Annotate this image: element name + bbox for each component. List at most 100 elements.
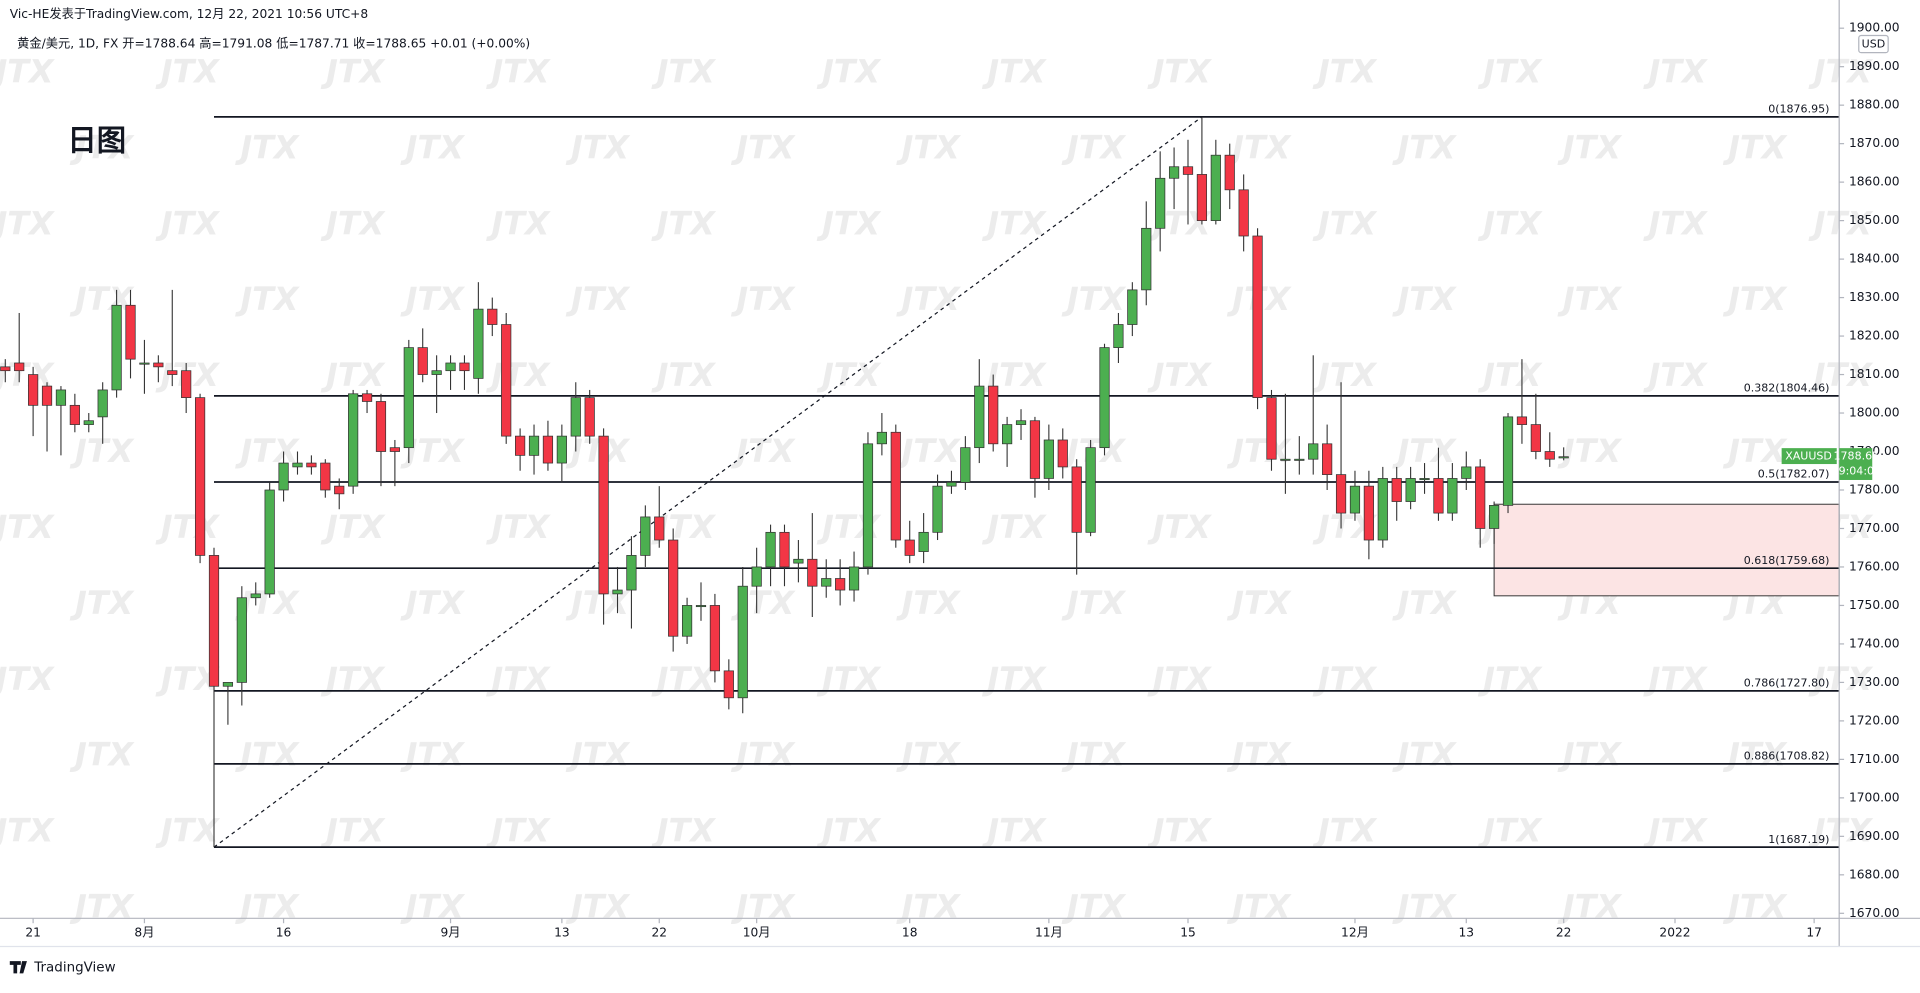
watermark: JTX (1061, 128, 1127, 166)
candle-body (668, 539, 679, 637)
watermark: JTX (651, 204, 717, 242)
candle-body (612, 589, 623, 595)
candle-body (793, 558, 804, 564)
candle-body (431, 370, 442, 375)
watermark: JTX (0, 660, 55, 698)
watermark: JTX (1722, 128, 1788, 166)
candle-body (1433, 478, 1444, 514)
y-tick-label: 1770.00 (1849, 521, 1900, 535)
x-tick-label: 11月 (1035, 926, 1063, 940)
candle-body (751, 566, 762, 587)
candle-body (1085, 447, 1096, 533)
watermark: JTX (485, 356, 551, 394)
watermark: JTX (1147, 356, 1213, 394)
x-tick-label: 13 (554, 926, 570, 940)
watermark: JTX (1722, 432, 1788, 470)
candle-body (334, 485, 345, 495)
candle-body (1127, 289, 1138, 325)
chart-title: 日图 (67, 124, 126, 158)
y-tick-label: 1860.00 (1849, 175, 1900, 189)
y-tick-label: 1760.00 (1849, 559, 1900, 573)
watermark: JTX (730, 736, 796, 774)
watermark: JTX (1643, 356, 1709, 394)
watermark: JTX (730, 128, 796, 166)
watermark: JTX (816, 812, 882, 850)
watermark: JTX (1557, 432, 1623, 470)
candle-body (55, 389, 67, 406)
candle-body (389, 447, 400, 452)
watermark: JTX (896, 584, 962, 622)
watermark: JTX (155, 812, 221, 850)
watermark: JTX (565, 736, 631, 774)
watermark: JTX (1722, 736, 1788, 774)
candle-body (848, 566, 860, 591)
watermark: JTX (565, 584, 631, 622)
x-tick-label: 15 (1180, 926, 1196, 940)
watermark: JTX (816, 356, 882, 394)
candle-body (1502, 416, 1514, 506)
candle-body (1349, 485, 1361, 514)
candle-body (306, 462, 317, 468)
candle-body (1155, 177, 1166, 229)
watermark: JTX (485, 508, 551, 546)
watermark: JTX (485, 660, 551, 698)
candle-body (1377, 478, 1388, 541)
watermark: JTX (69, 888, 135, 926)
candle-body (278, 462, 289, 491)
watermark: JTX (400, 584, 466, 622)
watermark: JTX (1643, 204, 1709, 242)
fib-label: 1(1687.19) (1768, 833, 1829, 846)
watermark: JTX (1226, 888, 1292, 926)
watermark: JTX (1808, 204, 1874, 242)
watermark: JTX (1477, 52, 1543, 90)
watermark: JTX (1557, 128, 1623, 166)
x-tick-label: 16 (276, 926, 292, 940)
plot-area: 0(1876.95) 0.382(1804.46) 0.5(1782.07) 0.61… (0, 103, 1840, 849)
watermark: JTX (1226, 736, 1292, 774)
candle-body (1489, 505, 1500, 529)
watermark: JTX (69, 128, 135, 166)
candle-body (0, 366, 11, 372)
candle-body (890, 431, 901, 541)
watermark: JTX (1722, 888, 1788, 926)
candle-body (250, 593, 261, 599)
candle-body (1252, 235, 1263, 399)
watermark: JTX (565, 888, 631, 926)
watermark: JTX (816, 660, 882, 698)
fib-label: 0.618(1759.68) (1744, 554, 1830, 567)
candle-body (1113, 324, 1124, 348)
watermark: JTX (69, 280, 135, 318)
candle-body (695, 605, 707, 608)
symbol-tag-label: XAUUSD (1785, 450, 1832, 463)
y-tick-label: 1690.00 (1849, 829, 1900, 843)
watermark: JTX (0, 204, 55, 242)
candle-body (1182, 166, 1194, 175)
watermark: JTX (234, 432, 300, 470)
candle-body (459, 362, 470, 372)
watermark: JTX (1312, 204, 1378, 242)
watermark: JTX (1061, 280, 1127, 318)
watermark: JTX (651, 812, 717, 850)
candle-body (765, 531, 776, 568)
candle-body (1363, 485, 1374, 541)
watermark: JTX (155, 204, 221, 242)
watermark: JTX (69, 736, 135, 774)
watermark: JTX (1391, 280, 1457, 318)
candle-body (1391, 478, 1402, 502)
watermark: JTX (69, 432, 135, 470)
watermark: JTX (234, 888, 300, 926)
candle-body (528, 435, 540, 456)
candle-body (932, 485, 943, 533)
candle-body (445, 362, 456, 372)
watermark: JTX (234, 736, 300, 774)
x-tick-label: 13 (1458, 926, 1474, 940)
watermark: JTX (400, 128, 466, 166)
candle-body (1238, 189, 1249, 237)
price-tag-value: 1788.65 (1834, 450, 1880, 463)
watermark: JTX (1643, 660, 1709, 698)
x-tick-label: 8月 (134, 926, 154, 940)
candle-body (1168, 166, 1180, 179)
watermark: JTX (1061, 736, 1127, 774)
footer-brand: TradingView (33, 960, 115, 975)
